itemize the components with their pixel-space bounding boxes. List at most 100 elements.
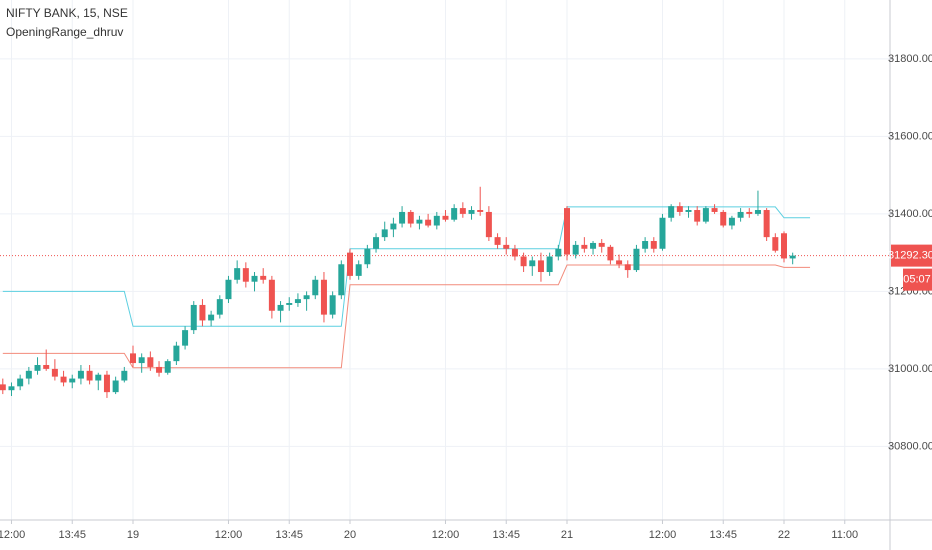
candle-body [537,260,544,273]
candle-body [51,368,58,377]
countdown-label: 05:07 [903,274,931,286]
candle-body [737,211,744,218]
candle-body [781,233,787,259]
candle-body [208,314,215,321]
candle-body [763,210,770,238]
candle-body [77,370,84,379]
candle-body [190,304,197,331]
candle-body [156,366,163,373]
candle-body [242,268,249,282]
candle-body [199,304,206,321]
candle-body [86,370,93,381]
candle-body [95,374,102,381]
last-price-box [891,244,932,267]
candle-body [555,248,562,257]
candle-body [17,378,24,387]
candle-body [364,248,371,265]
y-tick-label: 31800.00 [888,53,932,65]
candle-body [25,370,32,379]
x-tick-label: 21 [561,529,573,541]
candle-body [789,255,796,259]
candle-body [494,237,501,245]
opening-range-line [2,264,811,369]
candle-body [60,376,67,383]
candle-body [0,384,6,391]
y-tick-label: 31600.00 [888,130,932,142]
candles [0,186,796,398]
candle-body [468,210,475,214]
candle-body [147,357,154,367]
candle-body [590,242,597,249]
y-tick-label: 31400.00 [888,208,932,220]
candle-body [711,208,718,212]
x-tick-label: 20 [344,529,356,541]
candle-body [616,260,623,265]
x-tick-label: 11:00 [831,529,858,541]
candle-body [138,357,145,364]
candle-body [260,275,267,280]
candle-body [303,295,310,300]
candle-body [659,217,666,249]
candle-body [268,279,275,311]
candle-body [103,374,110,393]
candle-body [668,206,675,218]
x-tick-label: 12:00 [0,529,25,541]
indicator-name: OpeningRange_dhruv [6,25,123,39]
candle-body [511,248,518,257]
candle-body [694,210,701,222]
candle-body [633,248,640,271]
candle-body [407,211,414,224]
candle-body [130,353,136,364]
candle-body [442,215,449,220]
candle-body [564,208,570,255]
candle-body [381,229,388,238]
candle-body [503,244,510,249]
candle-body [433,215,440,226]
x-tick-label: 12:00 [432,529,460,541]
indicator [0,206,890,369]
candle-body [286,303,293,305]
x-tick-label: 12:00 [215,529,243,541]
y-tick-label: 30800.00 [888,440,932,452]
candle-body [581,244,588,249]
candle-body [529,260,536,267]
x-tick-label: 22 [778,529,790,541]
candle-body [624,264,631,271]
x-tick-label: 13:45 [709,529,737,541]
candle-body [347,252,353,276]
candle-body [164,361,171,373]
candle-body [720,211,727,226]
candle-body [746,211,753,214]
candle-body [329,295,336,315]
candle-body [572,244,579,255]
candle-body [312,279,319,296]
candle-body [112,380,119,393]
x-tick-label: 13:45 [492,529,520,541]
candle-body [34,365,41,371]
candle-body [459,208,466,214]
last-price-label: 31292.30 [888,250,932,262]
candle-body [277,304,284,311]
grid [0,0,890,520]
candle-body [43,365,50,369]
candle-body [685,210,692,212]
candle-body [754,210,761,214]
x-tick-label: 12:00 [649,529,677,541]
x-tick-label: 19 [127,529,139,541]
y-tick-label: 31000.00 [888,363,932,375]
candle-body [338,264,345,296]
opening-range-line [2,206,811,327]
candle-body [225,279,232,300]
candle-body [294,299,301,304]
x-tick-label: 13:45 [58,529,86,541]
candle-body [425,219,432,226]
candle-body [546,256,553,273]
candle-body [8,386,15,391]
candle-body [69,378,76,383]
candle-body [607,246,614,261]
candle-body [234,268,241,280]
candle-body [477,210,484,212]
candle-body [320,279,327,315]
candle-body [451,208,458,220]
